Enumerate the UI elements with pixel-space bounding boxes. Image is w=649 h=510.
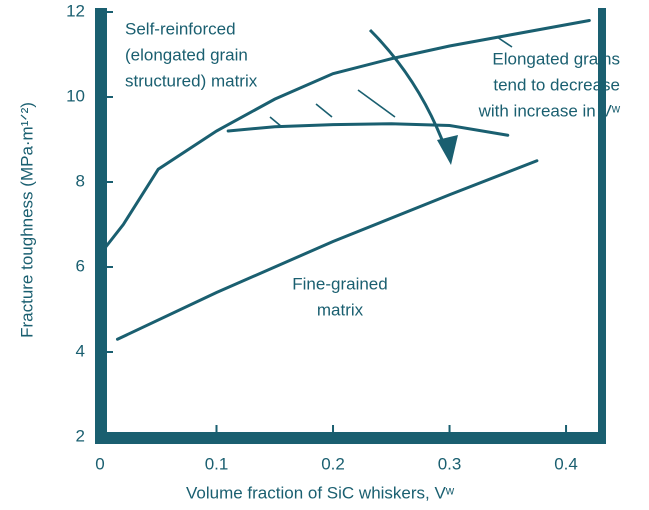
x-axis-label: Volume fraction of SiC whiskers, Vʷ xyxy=(186,483,455,502)
curve xyxy=(226,122,510,137)
y-tick-label: 4 xyxy=(76,341,85,360)
x-tick-label: 0.4 xyxy=(554,454,578,473)
x-tick-label: 0.1 xyxy=(205,454,229,473)
hatch xyxy=(315,103,333,118)
y-axis-label: Fracture toughness (MPa·m¹ᐟ²) xyxy=(17,102,36,338)
left-axis xyxy=(95,8,107,444)
annotation: Self-reinforced xyxy=(125,19,236,38)
annotation: (elongated grain xyxy=(125,45,248,64)
arrow-head xyxy=(437,135,458,165)
annotation: with increase in Vʷ xyxy=(478,101,621,120)
y-tick-label: 10 xyxy=(66,86,85,105)
hatch xyxy=(496,36,513,48)
annotation: Fine-grained xyxy=(292,274,387,293)
y-tick-label: 8 xyxy=(76,171,85,190)
y-tick-label: 6 xyxy=(76,256,85,275)
x-tick-label: 0.3 xyxy=(438,454,462,473)
x-tick-label: 0.2 xyxy=(321,454,345,473)
hatching xyxy=(269,36,513,128)
annotation: structured) matrix xyxy=(125,71,258,90)
arrow-shaft xyxy=(368,28,448,151)
curve xyxy=(98,19,591,256)
annotation: Elongated grains xyxy=(492,49,620,68)
hatch xyxy=(357,89,396,118)
curve xyxy=(115,159,539,341)
y-tick-label: 2 xyxy=(76,426,85,445)
right-frame xyxy=(598,8,606,444)
y-tick-label: 12 xyxy=(66,1,85,20)
annotation: matrix xyxy=(317,300,364,319)
x-tick-label: 0 xyxy=(95,454,104,473)
bottom-axis xyxy=(95,432,606,444)
trend-arrow xyxy=(368,28,458,165)
annotation: tend to decrease xyxy=(493,75,620,94)
